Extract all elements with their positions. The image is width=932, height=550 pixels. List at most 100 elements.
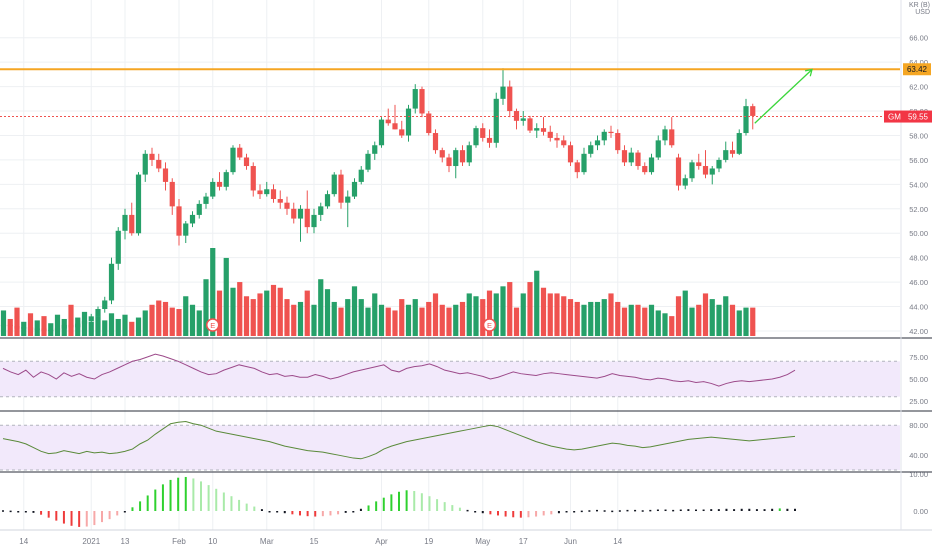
candle-body xyxy=(655,140,661,158)
histogram-tick-label: 0.00 xyxy=(913,507,928,516)
volume-bar xyxy=(601,299,607,336)
volume-bar xyxy=(473,296,479,336)
volume-bar xyxy=(588,301,594,336)
trend-arrow[interactable] xyxy=(754,68,813,124)
candle-body xyxy=(412,89,418,109)
volume-bar xyxy=(621,307,628,336)
volume-bar xyxy=(669,316,675,336)
volume-bar xyxy=(95,316,101,336)
candle-body xyxy=(608,131,614,134)
candle-body xyxy=(115,230,121,264)
volume-bar xyxy=(736,310,742,336)
volume-bar xyxy=(439,304,445,336)
candle-body xyxy=(270,189,277,200)
volume-bar xyxy=(702,293,709,336)
volume-bar xyxy=(54,314,61,336)
pane-separators xyxy=(0,0,932,531)
candle-body xyxy=(162,168,169,182)
arrow-shaft xyxy=(754,69,813,124)
volume-bar xyxy=(500,286,506,336)
candle-body xyxy=(372,145,378,154)
candle-body xyxy=(696,162,702,167)
candle-body xyxy=(365,153,371,170)
volume-bar xyxy=(648,304,655,336)
candle-body xyxy=(520,118,526,121)
candle-body xyxy=(34,328,40,330)
candle-body xyxy=(439,150,445,158)
earnings-marker-label: E xyxy=(487,321,492,330)
price-tick-label: 64.00 xyxy=(909,58,928,67)
candle-body xyxy=(210,181,216,197)
volume-bar xyxy=(594,301,601,336)
volume-bar xyxy=(561,296,567,336)
volume-bar xyxy=(729,304,736,336)
time-tick-label: Feb xyxy=(172,537,186,546)
candle-body xyxy=(14,326,20,329)
volume-bar xyxy=(243,296,250,336)
candle-body xyxy=(601,131,607,141)
volume-bar xyxy=(446,307,452,336)
volume-bar xyxy=(534,270,540,336)
candle-body xyxy=(21,327,27,329)
candle-body xyxy=(257,190,263,195)
earnings-marker-circle xyxy=(206,318,220,332)
candle-body xyxy=(736,133,742,154)
candle-body xyxy=(297,208,304,219)
volume-bar xyxy=(277,287,283,336)
candle-body xyxy=(102,300,108,310)
volume-bar xyxy=(608,293,614,336)
candle-body xyxy=(230,147,236,173)
candle-body xyxy=(216,181,223,187)
candle-body xyxy=(156,159,162,169)
volume-bar xyxy=(480,299,486,336)
volume-bar xyxy=(689,307,695,336)
earnings-marker-circle xyxy=(482,318,497,332)
resistance-price-badge: 63.42 xyxy=(903,63,931,76)
volume-bar xyxy=(378,304,385,336)
volume-bar xyxy=(507,282,513,336)
rsi-tick-label: 75.00 xyxy=(909,353,928,362)
volume-bar xyxy=(129,321,135,336)
volume-bar xyxy=(304,290,310,336)
candle-body xyxy=(500,86,506,99)
candle-body xyxy=(574,162,580,173)
candle-body xyxy=(527,118,533,131)
time-tick-label: 14 xyxy=(613,537,622,546)
volume-bar xyxy=(108,313,115,336)
candle-body xyxy=(716,159,722,169)
price-axis: KR (B) USD 42.00 44.00 46.00 48.00 50.00 52.0… xyxy=(909,2,930,516)
candle-body xyxy=(540,128,547,132)
candlesticks xyxy=(0,68,756,335)
price-tick-label: 48.00 xyxy=(909,254,928,263)
candle-body xyxy=(318,206,324,215)
volume-bar xyxy=(642,307,648,336)
volume-bar xyxy=(493,293,499,336)
volume-bar xyxy=(122,314,128,336)
rsi-line xyxy=(2,353,796,387)
price-tick-label: 58.00 xyxy=(909,131,928,140)
volume-bar xyxy=(297,301,304,336)
candle-body xyxy=(284,202,290,209)
volume-bar xyxy=(385,307,391,336)
volume-bar xyxy=(412,299,418,336)
time-tick-label: 17 xyxy=(519,537,528,546)
time-tick-label: Jun xyxy=(564,537,577,546)
price-tick-label: 50.00 xyxy=(909,229,928,238)
candle-body xyxy=(682,178,688,186)
candle-body xyxy=(426,113,432,134)
candle-body xyxy=(534,128,540,131)
volume-bar xyxy=(635,304,641,336)
volume-bars xyxy=(0,248,756,336)
candle-body xyxy=(432,133,439,151)
earnings-marker-label: E xyxy=(210,321,215,330)
histogram-pane xyxy=(2,476,796,527)
rsi-pane xyxy=(0,353,900,398)
stoch-line xyxy=(2,420,796,460)
scale-mode-label: KR (B) xyxy=(909,2,930,9)
volume-bar xyxy=(453,304,459,336)
volume-bar xyxy=(156,300,162,336)
candle-body xyxy=(135,174,142,234)
volume-bar xyxy=(615,301,621,336)
